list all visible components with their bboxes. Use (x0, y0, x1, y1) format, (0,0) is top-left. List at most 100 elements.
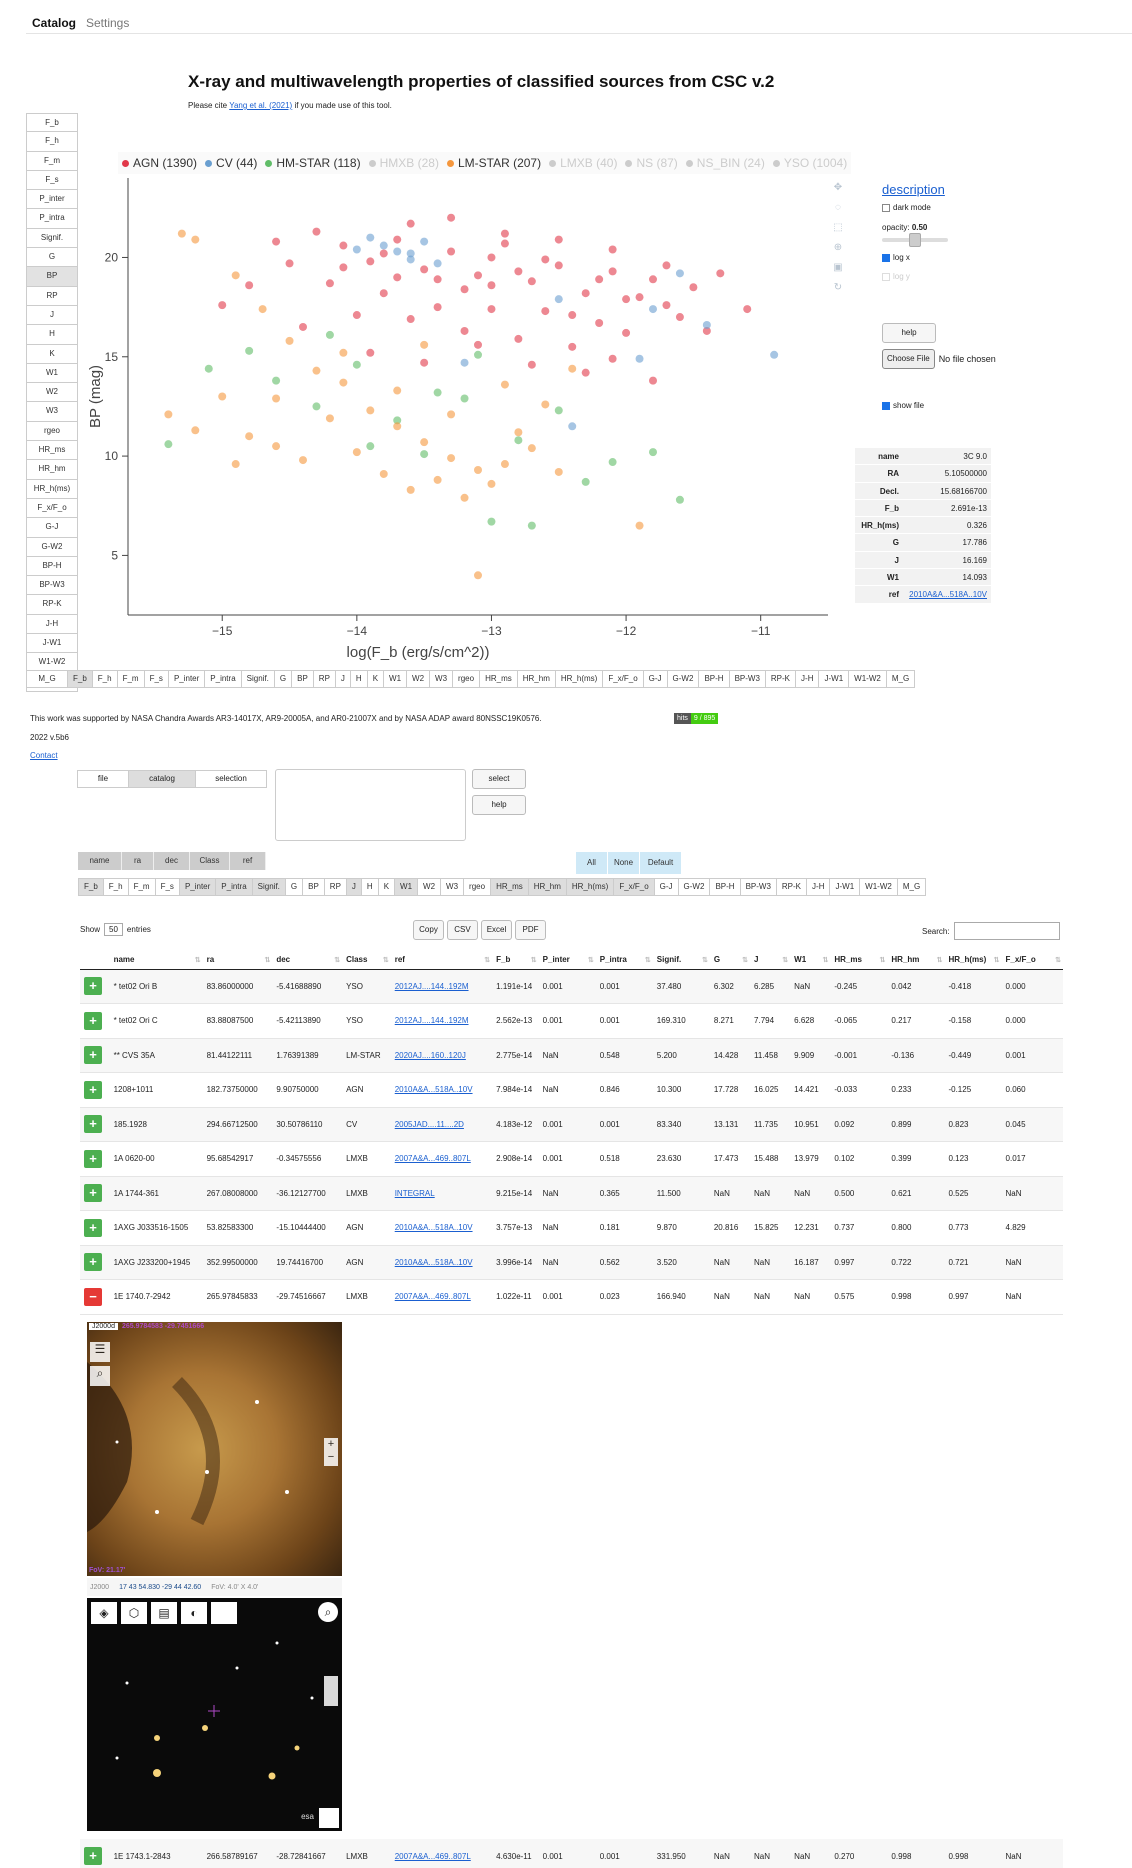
sort-icon[interactable]: ⇅ (936, 957, 943, 964)
ref-link[interactable]: 2007A&A...469..807L (394, 1851, 471, 1861)
col-header-j[interactable]: J ⇅ (750, 951, 791, 970)
sort-icon[interactable]: ⇅ (993, 957, 1000, 964)
point-agn[interactable] (527, 277, 536, 286)
col-btn-signif-[interactable]: Signif. (252, 878, 286, 896)
y-axis-btn-bp-h[interactable]: BP-H (26, 556, 78, 577)
y-axis-btn-p-intra[interactable]: P_intra (26, 209, 78, 229)
point-lm-star[interactable] (231, 271, 240, 280)
y-axis-btn-j-h[interactable]: J-H (26, 614, 78, 635)
show-file-checkbox[interactable] (882, 401, 890, 410)
sort-icon[interactable]: ⇅ (264, 957, 271, 964)
x-axis-btn-bp-h[interactable]: BP-H (699, 670, 730, 688)
log-x-checkbox[interactable] (882, 253, 890, 262)
col-header-w1[interactable]: W1 ⇅ (790, 951, 831, 970)
point-agn[interactable] (272, 237, 281, 246)
col-btn-f-b[interactable]: F_b (78, 878, 104, 896)
point-hm-star[interactable] (366, 442, 375, 451)
col-btn-hr-ms[interactable]: HR_ms (491, 878, 529, 896)
point-cv[interactable] (406, 249, 415, 258)
y-axis-btn-f-x-f-o[interactable]: F_x/F_o (26, 498, 78, 519)
expand-row-button[interactable]: + (84, 1253, 102, 1272)
view-controls[interactable] (324, 1676, 338, 1706)
point-lm-star[interactable] (420, 438, 429, 447)
col-btn-f-s[interactable]: F_s (155, 878, 180, 896)
point-hm-star[interactable] (393, 416, 402, 425)
point-agn[interactable] (702, 326, 711, 335)
legend-item-lmxb[interactable]: LMXB (40) (549, 156, 617, 170)
expand-row-button[interactable]: + (84, 1080, 102, 1099)
sort-icon[interactable]: ⇅ (587, 957, 594, 964)
point-hm-star[interactable] (487, 517, 496, 526)
col-btn-g[interactable]: G (285, 878, 304, 896)
legend-item-hmxb[interactable]: HMXB (28) (368, 156, 439, 170)
table-row[interactable]: + * tet02 Ori C 83.88087500 -5.42113890 YSO 2… (80, 1003, 1063, 1039)
col-header-hr-hm[interactable]: HR_hm ⇅ (887, 951, 945, 970)
esasky-viewer[interactable]: ◈ ⬡ ▤ ◐ ⌕ esa (87, 1598, 342, 1831)
y-axis-btn-f-h[interactable]: F_h (26, 132, 78, 152)
point-hm-star[interactable] (245, 346, 254, 355)
point-lm-star[interactable] (474, 571, 482, 580)
ref-link[interactable]: 2005JAD....11....2D (394, 1119, 464, 1129)
col-header-signif-[interactable]: Signif. ⇅ (652, 951, 710, 970)
point-agn[interactable] (608, 245, 617, 254)
point-agn[interactable] (649, 275, 657, 284)
col-header-ref[interactable]: ref ⇅ (390, 951, 493, 970)
y-axis-btn-hr-ms[interactable]: HR_ms (26, 441, 78, 461)
table-row[interactable]: +1AXG J033516-1505 53.82583300 -15.1044440… (80, 1210, 1063, 1246)
point-agn[interactable] (689, 283, 698, 292)
col-btn-f-m[interactable]: F_m (128, 878, 156, 896)
col-btn-p-intra[interactable]: P_intra (216, 878, 253, 896)
ref-link[interactable]: 2007A&A...469..807L (394, 1154, 471, 1164)
expand-row-button[interactable]: + (84, 1115, 102, 1134)
legend-item-hm-star[interactable]: HM-STAR (118) (265, 156, 361, 170)
x-axis-btn-h[interactable]: H (350, 670, 368, 688)
scatter-chart[interactable]: −15 −14 −13 −12 −11 5 10 15 20 log(F_b (erg/s/cm^… (86, 178, 830, 660)
y-axis-btn-rp[interactable]: RP (26, 286, 78, 306)
y-axis-btn-g[interactable]: G (26, 248, 78, 268)
x-axis-btn-j-w1[interactable]: J-W1 (819, 670, 850, 688)
box-select-icon[interactable]: ⬚ (833, 222, 843, 233)
collapse-row-button[interactable]: − (84, 1287, 102, 1306)
point-agn[interactable] (514, 334, 523, 343)
col-btn-g-w2[interactable]: G-W2 (678, 878, 711, 896)
ref-link[interactable]: 2012AJ....144..192M (394, 1016, 469, 1026)
col-header-f-x-f-o[interactable]: F_x/F_o ⇅ (1001, 951, 1063, 970)
col-header-p-intra[interactable]: P_intra ⇅ (595, 951, 653, 970)
point-lm-star[interactable] (514, 428, 523, 437)
col-btn-w1-w2[interactable]: W1-W2 (860, 878, 898, 896)
seg-file[interactable]: file (77, 770, 129, 788)
point-cv[interactable] (635, 354, 644, 363)
sort-icon[interactable]: ⇅ (644, 957, 651, 964)
show-file-toggle[interactable]: show file (882, 401, 924, 410)
col-header-name[interactable]: name ⇅ (109, 951, 203, 970)
pdf-button[interactable]: PDF (515, 920, 546, 940)
sort-icon[interactable]: ⇅ (484, 957, 491, 964)
x-axis-btn-p-intra[interactable]: P_intra (205, 670, 242, 688)
x-axis-btn-hr-ms[interactable]: HR_ms (480, 670, 518, 688)
catalog-icon[interactable]: ▤ (151, 1602, 177, 1624)
point-agn[interactable] (541, 255, 550, 264)
point-agn[interactable] (595, 319, 604, 328)
x-axis-btn-g[interactable]: G (274, 670, 293, 688)
col-btn-w2[interactable]: W2 (418, 878, 442, 896)
point-agn[interactable] (622, 295, 631, 304)
point-agn[interactable] (474, 340, 482, 349)
point-hm-star[interactable] (325, 330, 334, 339)
col-btn-f-x-f-o[interactable]: F_x/F_o (614, 878, 655, 896)
point-lm-star[interactable] (379, 469, 388, 478)
point-agn[interactable] (541, 307, 550, 316)
point-agn[interactable] (245, 281, 254, 290)
point-cv[interactable] (352, 245, 361, 254)
y-axis-btn-rgeo[interactable]: rgeo (26, 421, 78, 442)
point-lm-star[interactable] (393, 422, 402, 431)
col-header-g[interactable]: G ⇅ (709, 951, 751, 970)
expand-row-button[interactable]: + (84, 1847, 102, 1865)
point-cv[interactable] (379, 241, 388, 250)
point-hm-star[interactable] (514, 436, 523, 445)
col-ra-button[interactable]: ra (122, 852, 154, 870)
select-button[interactable]: select (472, 769, 526, 789)
point-cv[interactable] (568, 422, 577, 431)
point-lm-star[interactable] (554, 467, 563, 476)
x-axis-btn-f-b[interactable]: F_b (68, 670, 93, 688)
search-icon[interactable]: ⌕ (318, 1602, 338, 1622)
